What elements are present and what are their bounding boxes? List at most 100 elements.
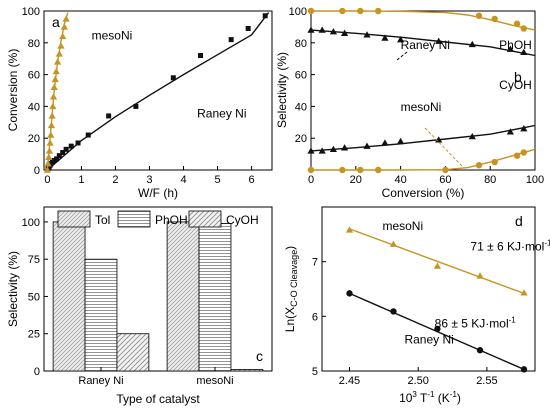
legend-label-cyoh: CyOH [226, 213, 259, 227]
panel-a-xtick-label-2: 2 [112, 174, 118, 186]
legend-label-phoh: PhOH [155, 213, 188, 227]
panel-c-bar-raney-ni-phoh [84, 258, 118, 372]
panel-a-point-mesoni-14 [55, 50, 63, 57]
panel-b-point-raney-ni-cyoh-4 [363, 142, 371, 149]
panel-a-point-raney-ni-14 [133, 103, 139, 109]
panel-a-point-raney-ni-11 [75, 140, 81, 146]
panel-b-point-raney-ni-cyoh-2 [329, 145, 337, 153]
panel-d-xlabel-main: 10 [399, 391, 413, 405]
panel-d-ytick-label-2: 7 [312, 257, 318, 269]
panel-d-point-raney-ni-0 [346, 290, 353, 297]
panel-c-bar-raney-ni-tol [52, 221, 86, 372]
panel-a-annotation-0: mesoNi [92, 29, 133, 43]
legend-swatch-phoh [117, 210, 151, 228]
panel-b-point-raney-ni-phoh-10 [520, 48, 528, 56]
panel-c-bar-mesoni-tol [166, 221, 200, 372]
panel-a-xlabel: W/F (h) [138, 186, 178, 200]
panel-a-xtick-label-1: 1 [78, 174, 84, 186]
panel-a-annotation-1: Raney Ni [197, 107, 246, 121]
panel-a-ytick-label-3: 60 [28, 70, 40, 82]
panel-b-point-mesoni-cyoh-2 [357, 166, 364, 174]
panel-c-ytick-label-0: 0 [34, 366, 40, 378]
panel-b-ytick-label-1: 40 [295, 101, 307, 113]
panel-b-point-mesoni-phoh-4 [475, 12, 483, 19]
panel-a-point-raney-ni-7 [56, 153, 62, 159]
panel-a-point-mesoni-7 [48, 112, 56, 119]
panel-d-xlabel-end: ) [457, 391, 461, 405]
panel-d-point-raney-ni-2 [434, 325, 441, 333]
panel-d-xlabel-sup3: -1 [450, 390, 458, 399]
panel-b-point-raney-ni-cyoh-8 [468, 133, 476, 140]
panel-a-point-mesoni-12 [52, 67, 60, 75]
panel-a-point-mesoni-1 [44, 160, 52, 167]
panel-a-letter: a [52, 14, 60, 30]
panel-b-letter: b [514, 69, 522, 85]
panel-c-category-label-0: Raney Ni [78, 375, 123, 387]
panel-b-xtick-label-4: 80 [484, 174, 496, 186]
panel-a-point-raney-ni-13 [106, 113, 112, 119]
panel-b-annotation-1: PhOH [499, 38, 532, 52]
panel-b-point-mesoni-phoh-2 [357, 7, 364, 15]
panel-b-xtick-label-0: 0 [308, 174, 314, 186]
panel-a-point-raney-ni-17 [228, 37, 234, 43]
panel-b-point-raney-ni-phoh-1 [318, 26, 326, 33]
panel-a-point-mesoni-18 [62, 15, 70, 22]
panel-b-annotation-2: CyOH [499, 78, 532, 92]
panel-b-point-mesoni-phoh-3 [375, 7, 382, 15]
panel-d-point-mesoni-1 [389, 240, 398, 247]
panel-a-point-mesoni-13 [54, 58, 62, 65]
panel-a-fit-mesoni [46, 12, 69, 171]
panel-d-annotation-1: 71 ± 6 KJ·mol-1 [470, 239, 550, 254]
panel-b-point-raney-ni-phoh-3 [341, 29, 349, 36]
panel-d-ytick-label-1: 6 [312, 311, 318, 323]
panel-b-raney-pointer [396, 51, 408, 61]
panel-b-point-mesoni-phoh-0 [307, 7, 315, 15]
panel-b-point-mesoni-cyoh-0 [307, 166, 315, 174]
panel-a-point-mesoni-3 [45, 147, 54, 154]
panel-c-ytick-label-4: 100 [22, 217, 40, 229]
panel-c-plot-area: 0 25 50 75 100 Raney Ni mesoNi [22, 217, 264, 387]
panel-b-point-mesoni-cyoh-6 [491, 158, 498, 166]
panel-b-point-raney-ni-phoh-5 [381, 34, 389, 41]
panel-b-point-raney-ni-cyoh-5 [381, 139, 389, 146]
panel-b-annotation-0: Raney Ni [401, 38, 450, 52]
panel-d-letter: d [515, 213, 523, 229]
panel-b-point-raney-ni-cyoh-9 [506, 128, 514, 135]
panel-b-point-raney-ni-cyoh-1 [318, 147, 326, 154]
panel-b-point-mesoni-phoh-7 [520, 25, 527, 32]
panel-b-fit-mesoni-cyoh [311, 148, 536, 171]
panel-b-point-raney-ni-phoh-6 [397, 36, 405, 43]
panel-d-xlabel-tail: (K [434, 391, 449, 405]
panel-a-point-raney-ni-10 [68, 143, 74, 149]
panel-a-frame [43, 10, 273, 171]
panel-d-xlabel-sup: 3 [412, 390, 417, 399]
panel-b-point-mesoni-cyoh-8 [520, 149, 527, 156]
legend-swatch-tol [57, 210, 91, 228]
legend-swatch-cyoh [188, 210, 222, 228]
panel-a-point-mesoni-4 [46, 139, 54, 146]
panel-d-ylabel-main: Ln(X [283, 307, 297, 332]
panel-c-legend: Tol PhOH CyOH [57, 210, 259, 228]
panel-b-point-raney-ni-phoh-2 [329, 28, 337, 35]
panel-c-bar-mesoni-cyoh [230, 369, 264, 372]
panel-d-point-mesoni-3 [476, 272, 484, 279]
panel-b-point-raney-ni-phoh-9 [506, 45, 514, 52]
panel-d-point-mesoni-0 [345, 226, 354, 233]
panel-a-xtick-label-3: 3 [146, 174, 152, 186]
panel-a-point-raney-ni-9 [63, 146, 69, 152]
panel-b-fit-raney-ni-cyoh [310, 124, 536, 152]
panel-b-point-raney-ni-cyoh-3 [341, 144, 349, 151]
panel-c-ytick-label-3: 75 [28, 254, 40, 266]
panel-a-point-mesoni-16 [59, 32, 67, 40]
panel-d-annotation-0: mesoNi [382, 219, 423, 233]
panel-d-annotation-3: Raney Ni [404, 333, 453, 347]
panel-a-point-mesoni-8 [49, 102, 57, 110]
panel-d-point-raney-ni-4 [520, 366, 528, 373]
panel-a-ytick-label-4: 80 [28, 38, 40, 50]
panel-b-xtick-label-2: 40 [394, 174, 406, 186]
panel-b-fit-mesoni-phoh [311, 10, 536, 31]
panel-a-ytick-label-0: 0 [34, 165, 40, 177]
